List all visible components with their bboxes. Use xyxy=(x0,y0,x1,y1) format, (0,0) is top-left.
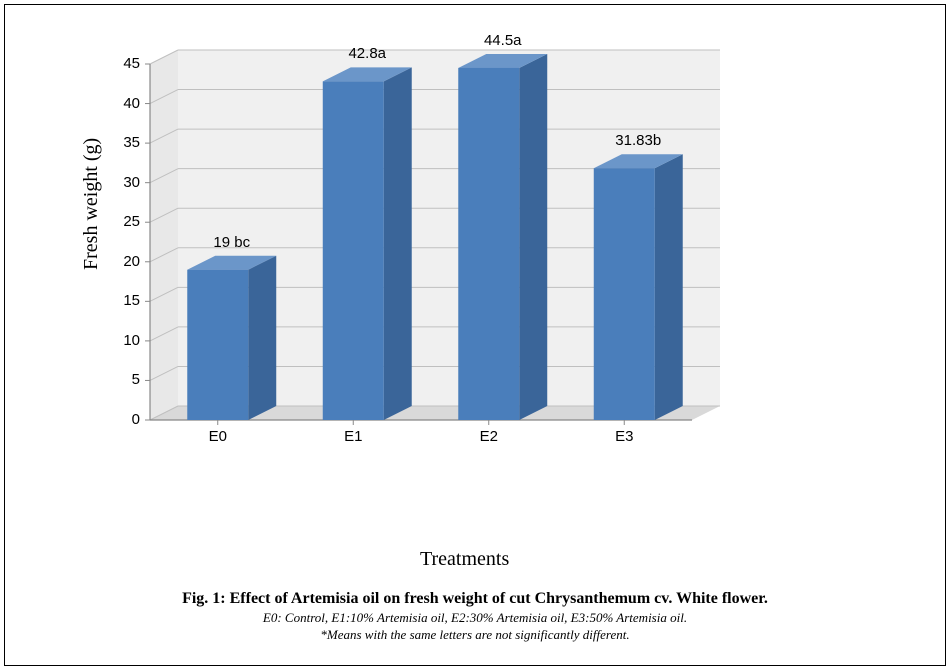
category-label: E0 xyxy=(188,428,248,445)
caption-subtitle-2: *Means with the same letters are not sig… xyxy=(0,627,950,644)
category-label: E1 xyxy=(323,428,383,445)
x-axis-label: Treatments xyxy=(420,548,509,571)
y-tick-label: 15 xyxy=(110,292,140,309)
y-tick-label: 30 xyxy=(110,174,140,191)
y-axis-label: Fresh weight (g) xyxy=(80,138,103,270)
caption-title: Fig. 1: Effect of Artemisia oil on fresh… xyxy=(0,590,950,608)
bar-value-label: 42.8a xyxy=(327,45,407,62)
y-tick-label: 35 xyxy=(110,134,140,151)
bar-value-label: 31.83b xyxy=(598,132,678,149)
y-tick-label: 0 xyxy=(110,411,140,428)
bar-value-label: 19 bc xyxy=(192,234,272,251)
chart-area xyxy=(140,20,820,520)
y-tick-label: 45 xyxy=(110,55,140,72)
caption-subtitle-1: E0: Control, E1:10% Artemisia oil, E2:30… xyxy=(0,610,950,627)
category-label: E3 xyxy=(594,428,654,445)
category-label: E2 xyxy=(459,428,519,445)
y-tick-label: 10 xyxy=(110,332,140,349)
y-tick-label: 5 xyxy=(110,371,140,388)
y-tick-label: 25 xyxy=(110,213,140,230)
y-tick-label: 20 xyxy=(110,253,140,270)
bar-value-label: 44.5a xyxy=(463,32,543,49)
y-tick-label: 40 xyxy=(110,95,140,112)
figure-caption: Fig. 1: Effect of Artemisia oil on fresh… xyxy=(0,590,950,644)
